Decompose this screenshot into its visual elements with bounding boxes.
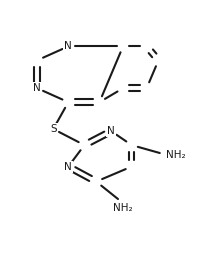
Text: NH₂: NH₂ [165,150,185,160]
Text: N: N [64,162,72,172]
Text: N: N [107,126,115,136]
Text: N: N [33,83,41,93]
Text: S: S [50,124,56,134]
Text: NH₂: NH₂ [113,203,132,213]
Text: N: N [64,41,72,51]
